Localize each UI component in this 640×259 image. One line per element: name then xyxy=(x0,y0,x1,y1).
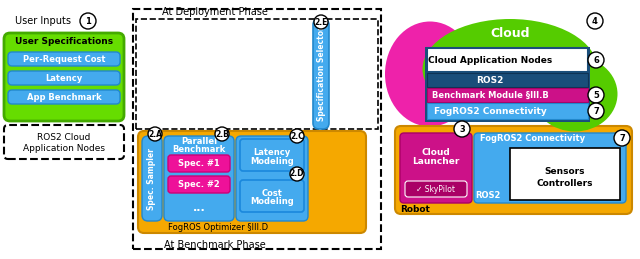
Circle shape xyxy=(80,13,96,29)
FancyBboxPatch shape xyxy=(142,136,162,221)
FancyBboxPatch shape xyxy=(474,133,626,203)
Text: Cloud Application Nodes: Cloud Application Nodes xyxy=(428,55,552,64)
Text: 6: 6 xyxy=(593,55,599,64)
Text: ✓ SkyPilot: ✓ SkyPilot xyxy=(417,184,456,193)
FancyBboxPatch shape xyxy=(395,126,632,214)
Bar xyxy=(427,48,588,72)
Text: Spec. Sampler: Spec. Sampler xyxy=(147,148,157,210)
Text: Spec. #1: Spec. #1 xyxy=(178,159,220,168)
Text: ROS2 Cloud: ROS2 Cloud xyxy=(37,133,91,141)
Bar xyxy=(427,73,588,87)
Text: Robot: Robot xyxy=(400,205,430,213)
FancyBboxPatch shape xyxy=(405,181,467,197)
FancyBboxPatch shape xyxy=(168,176,230,193)
Circle shape xyxy=(215,127,229,141)
Text: 2.D: 2.D xyxy=(290,169,304,178)
Text: Specification Selector: Specification Selector xyxy=(317,27,326,121)
Text: Latency: Latency xyxy=(45,74,83,83)
Circle shape xyxy=(588,103,604,119)
FancyBboxPatch shape xyxy=(8,52,120,66)
Text: FogROS Optimizer §III.D: FogROS Optimizer §III.D xyxy=(168,224,268,233)
FancyBboxPatch shape xyxy=(4,125,124,159)
Text: At Deployment Phase: At Deployment Phase xyxy=(162,7,268,17)
FancyBboxPatch shape xyxy=(164,136,234,221)
FancyBboxPatch shape xyxy=(240,139,304,171)
Text: Launcher: Launcher xyxy=(412,156,460,166)
Circle shape xyxy=(290,167,304,181)
Circle shape xyxy=(587,13,603,29)
Text: Cloud: Cloud xyxy=(422,147,451,156)
Ellipse shape xyxy=(422,19,598,119)
FancyBboxPatch shape xyxy=(240,180,304,212)
Text: ROS2: ROS2 xyxy=(476,76,504,84)
Circle shape xyxy=(614,130,630,146)
Ellipse shape xyxy=(385,21,475,126)
FancyBboxPatch shape xyxy=(400,133,472,203)
Text: 1: 1 xyxy=(85,17,91,25)
Circle shape xyxy=(588,52,604,68)
Text: 7: 7 xyxy=(593,106,599,116)
Text: 7: 7 xyxy=(619,133,625,142)
FancyBboxPatch shape xyxy=(8,90,120,104)
Text: 2.C: 2.C xyxy=(290,132,304,140)
Text: FogROS2 Connectivity: FogROS2 Connectivity xyxy=(434,106,547,116)
Text: Per-Request Cost: Per-Request Cost xyxy=(23,54,105,63)
Bar xyxy=(427,103,588,119)
Text: User Specifications: User Specifications xyxy=(15,37,113,46)
Text: ROS2: ROS2 xyxy=(476,191,500,199)
Bar xyxy=(133,9,381,249)
Circle shape xyxy=(314,15,328,29)
Circle shape xyxy=(454,121,470,137)
FancyBboxPatch shape xyxy=(138,131,366,233)
Text: Benchmark Module §III.B: Benchmark Module §III.B xyxy=(431,90,548,99)
Text: User Inputs: User Inputs xyxy=(15,16,71,26)
Text: Modeling: Modeling xyxy=(250,198,294,206)
Text: Spec. #2: Spec. #2 xyxy=(178,180,220,189)
Text: At Benchmark Phase: At Benchmark Phase xyxy=(164,240,266,250)
Ellipse shape xyxy=(532,56,618,132)
Text: Modeling: Modeling xyxy=(250,156,294,166)
Bar xyxy=(427,88,588,102)
Bar xyxy=(510,148,620,200)
Circle shape xyxy=(290,129,304,143)
Bar xyxy=(136,19,378,129)
FancyBboxPatch shape xyxy=(168,155,230,172)
Text: Parallel: Parallel xyxy=(181,136,217,146)
FancyBboxPatch shape xyxy=(236,136,308,221)
Text: Controllers: Controllers xyxy=(537,178,593,188)
Text: Cloud: Cloud xyxy=(490,26,530,40)
Text: Cost: Cost xyxy=(262,189,282,198)
Text: Application Nodes: Application Nodes xyxy=(23,143,105,153)
Text: FogROS2 Connectivity: FogROS2 Connectivity xyxy=(481,133,586,142)
Text: 3: 3 xyxy=(459,125,465,133)
Text: 2.E: 2.E xyxy=(314,18,328,26)
Text: ...: ... xyxy=(193,203,205,213)
Text: 2.A: 2.A xyxy=(148,130,162,139)
Text: 2.B: 2.B xyxy=(215,130,229,139)
Text: Benchmark: Benchmark xyxy=(172,145,226,154)
Circle shape xyxy=(148,127,162,141)
Text: 4: 4 xyxy=(592,17,598,25)
FancyBboxPatch shape xyxy=(4,33,124,121)
Text: Latency: Latency xyxy=(253,147,291,156)
FancyBboxPatch shape xyxy=(313,19,329,129)
Text: Sensors: Sensors xyxy=(545,167,585,176)
Bar xyxy=(425,47,590,122)
Text: 5: 5 xyxy=(593,90,599,99)
FancyBboxPatch shape xyxy=(8,71,120,85)
Circle shape xyxy=(588,87,604,103)
Text: App Benchmark: App Benchmark xyxy=(27,92,101,102)
